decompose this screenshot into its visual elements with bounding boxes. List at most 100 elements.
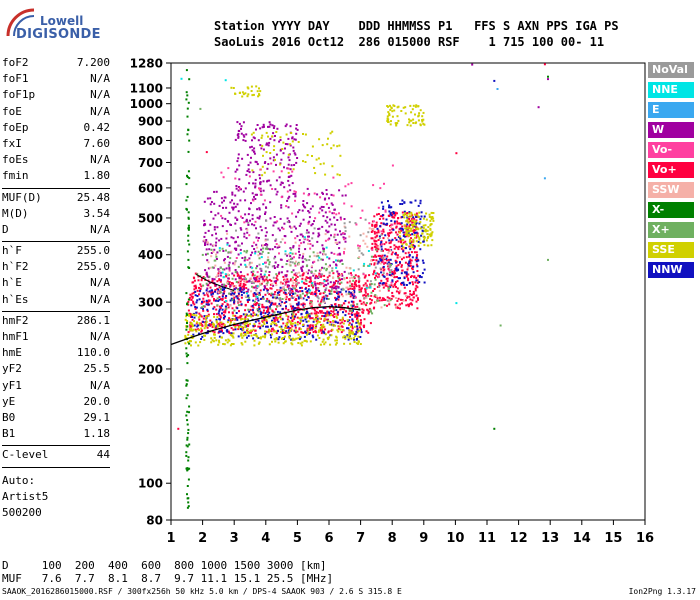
echo-point (328, 292, 331, 295)
echo-point (236, 203, 239, 206)
echo-point (299, 233, 302, 236)
echo-point (269, 152, 272, 154)
echo-point (291, 279, 294, 282)
echo-point (221, 336, 223, 339)
echo-point (275, 324, 278, 327)
echo-point (409, 238, 411, 241)
echo-point (260, 282, 263, 285)
echo-point (341, 321, 344, 324)
x-tick-label: 14 (573, 531, 591, 546)
echo-point (414, 258, 417, 261)
param-separator (2, 187, 110, 189)
echo-point (455, 302, 458, 305)
echo-point (222, 316, 225, 319)
echo-point (280, 302, 282, 305)
echo-point (425, 239, 428, 242)
echo-point (215, 232, 217, 235)
echo-point (326, 256, 329, 259)
echo-point (187, 428, 190, 431)
echo-point (290, 226, 293, 229)
echo-point (212, 330, 214, 333)
param-row: MUF(D) 25.48 (2, 191, 110, 207)
echo-point (411, 246, 414, 249)
echo-point (256, 292, 259, 295)
echo-point (371, 223, 374, 226)
echo-point (279, 139, 282, 141)
echo-point (414, 113, 416, 116)
echo-point (354, 283, 357, 286)
echo-point (218, 249, 221, 252)
echo-point (246, 299, 249, 302)
echo-point (257, 285, 260, 288)
x-tick-label: 6 (324, 531, 333, 546)
echo-point (342, 311, 344, 314)
echo-point (301, 323, 304, 326)
echo-point (238, 178, 241, 181)
echo-point (371, 312, 374, 315)
echo-point (281, 282, 284, 285)
echo-point (304, 278, 307, 281)
echo-point (227, 319, 230, 322)
echo-point (304, 339, 307, 342)
echo-point (265, 219, 268, 222)
echo-point (205, 299, 208, 302)
echo-point (258, 307, 261, 310)
echo-point (278, 293, 281, 296)
echo-point (205, 239, 208, 241)
echo-point (303, 282, 306, 285)
echo-point (198, 298, 201, 301)
echo-point (266, 325, 269, 328)
echo-point (329, 343, 332, 346)
echo-point (408, 218, 410, 220)
echo-point (271, 283, 274, 286)
echo-point (236, 160, 239, 163)
echo-point (267, 252, 270, 254)
echo-point (341, 194, 344, 197)
echo-point (279, 331, 282, 333)
echo-point (195, 322, 198, 325)
echo-point (389, 271, 391, 274)
echo-point (337, 296, 340, 299)
echo-point (235, 229, 237, 232)
echo-point (292, 311, 295, 314)
echo-point (387, 268, 390, 270)
x-tick-label: 8 (388, 531, 397, 546)
echo-point (412, 238, 415, 241)
echo-point (311, 244, 314, 247)
echo-point (231, 272, 234, 275)
echo-point (242, 285, 245, 288)
echo-point (249, 254, 252, 257)
echo-point (289, 278, 292, 281)
echo-point (217, 268, 220, 271)
echo-point (399, 277, 401, 280)
echo-point (387, 232, 390, 235)
echo-point (336, 233, 339, 236)
echo-point (253, 274, 256, 277)
echo-point (326, 314, 329, 317)
echo-point (327, 338, 330, 341)
echo-point (299, 342, 302, 345)
echo-point (285, 330, 288, 333)
echo-point (264, 270, 267, 273)
echo-point (295, 298, 298, 301)
echo-point (269, 334, 272, 336)
echo-point (237, 265, 240, 268)
echo-point (333, 290, 336, 293)
echo-point (388, 229, 391, 232)
echo-point (360, 288, 363, 291)
echo-point (305, 271, 308, 274)
echo-point (397, 297, 400, 300)
echo-point (289, 247, 292, 250)
echo-point (415, 212, 418, 215)
echo-point (242, 134, 245, 137)
echo-point (373, 262, 376, 265)
echo-point (370, 231, 373, 233)
param-value: N/A (90, 153, 110, 167)
echo-point (397, 119, 400, 122)
echo-point (252, 241, 255, 244)
echo-point (218, 335, 221, 338)
echo-point (396, 246, 399, 249)
echo-point (191, 292, 194, 295)
echo-point (196, 321, 198, 324)
echo-point (194, 307, 197, 310)
